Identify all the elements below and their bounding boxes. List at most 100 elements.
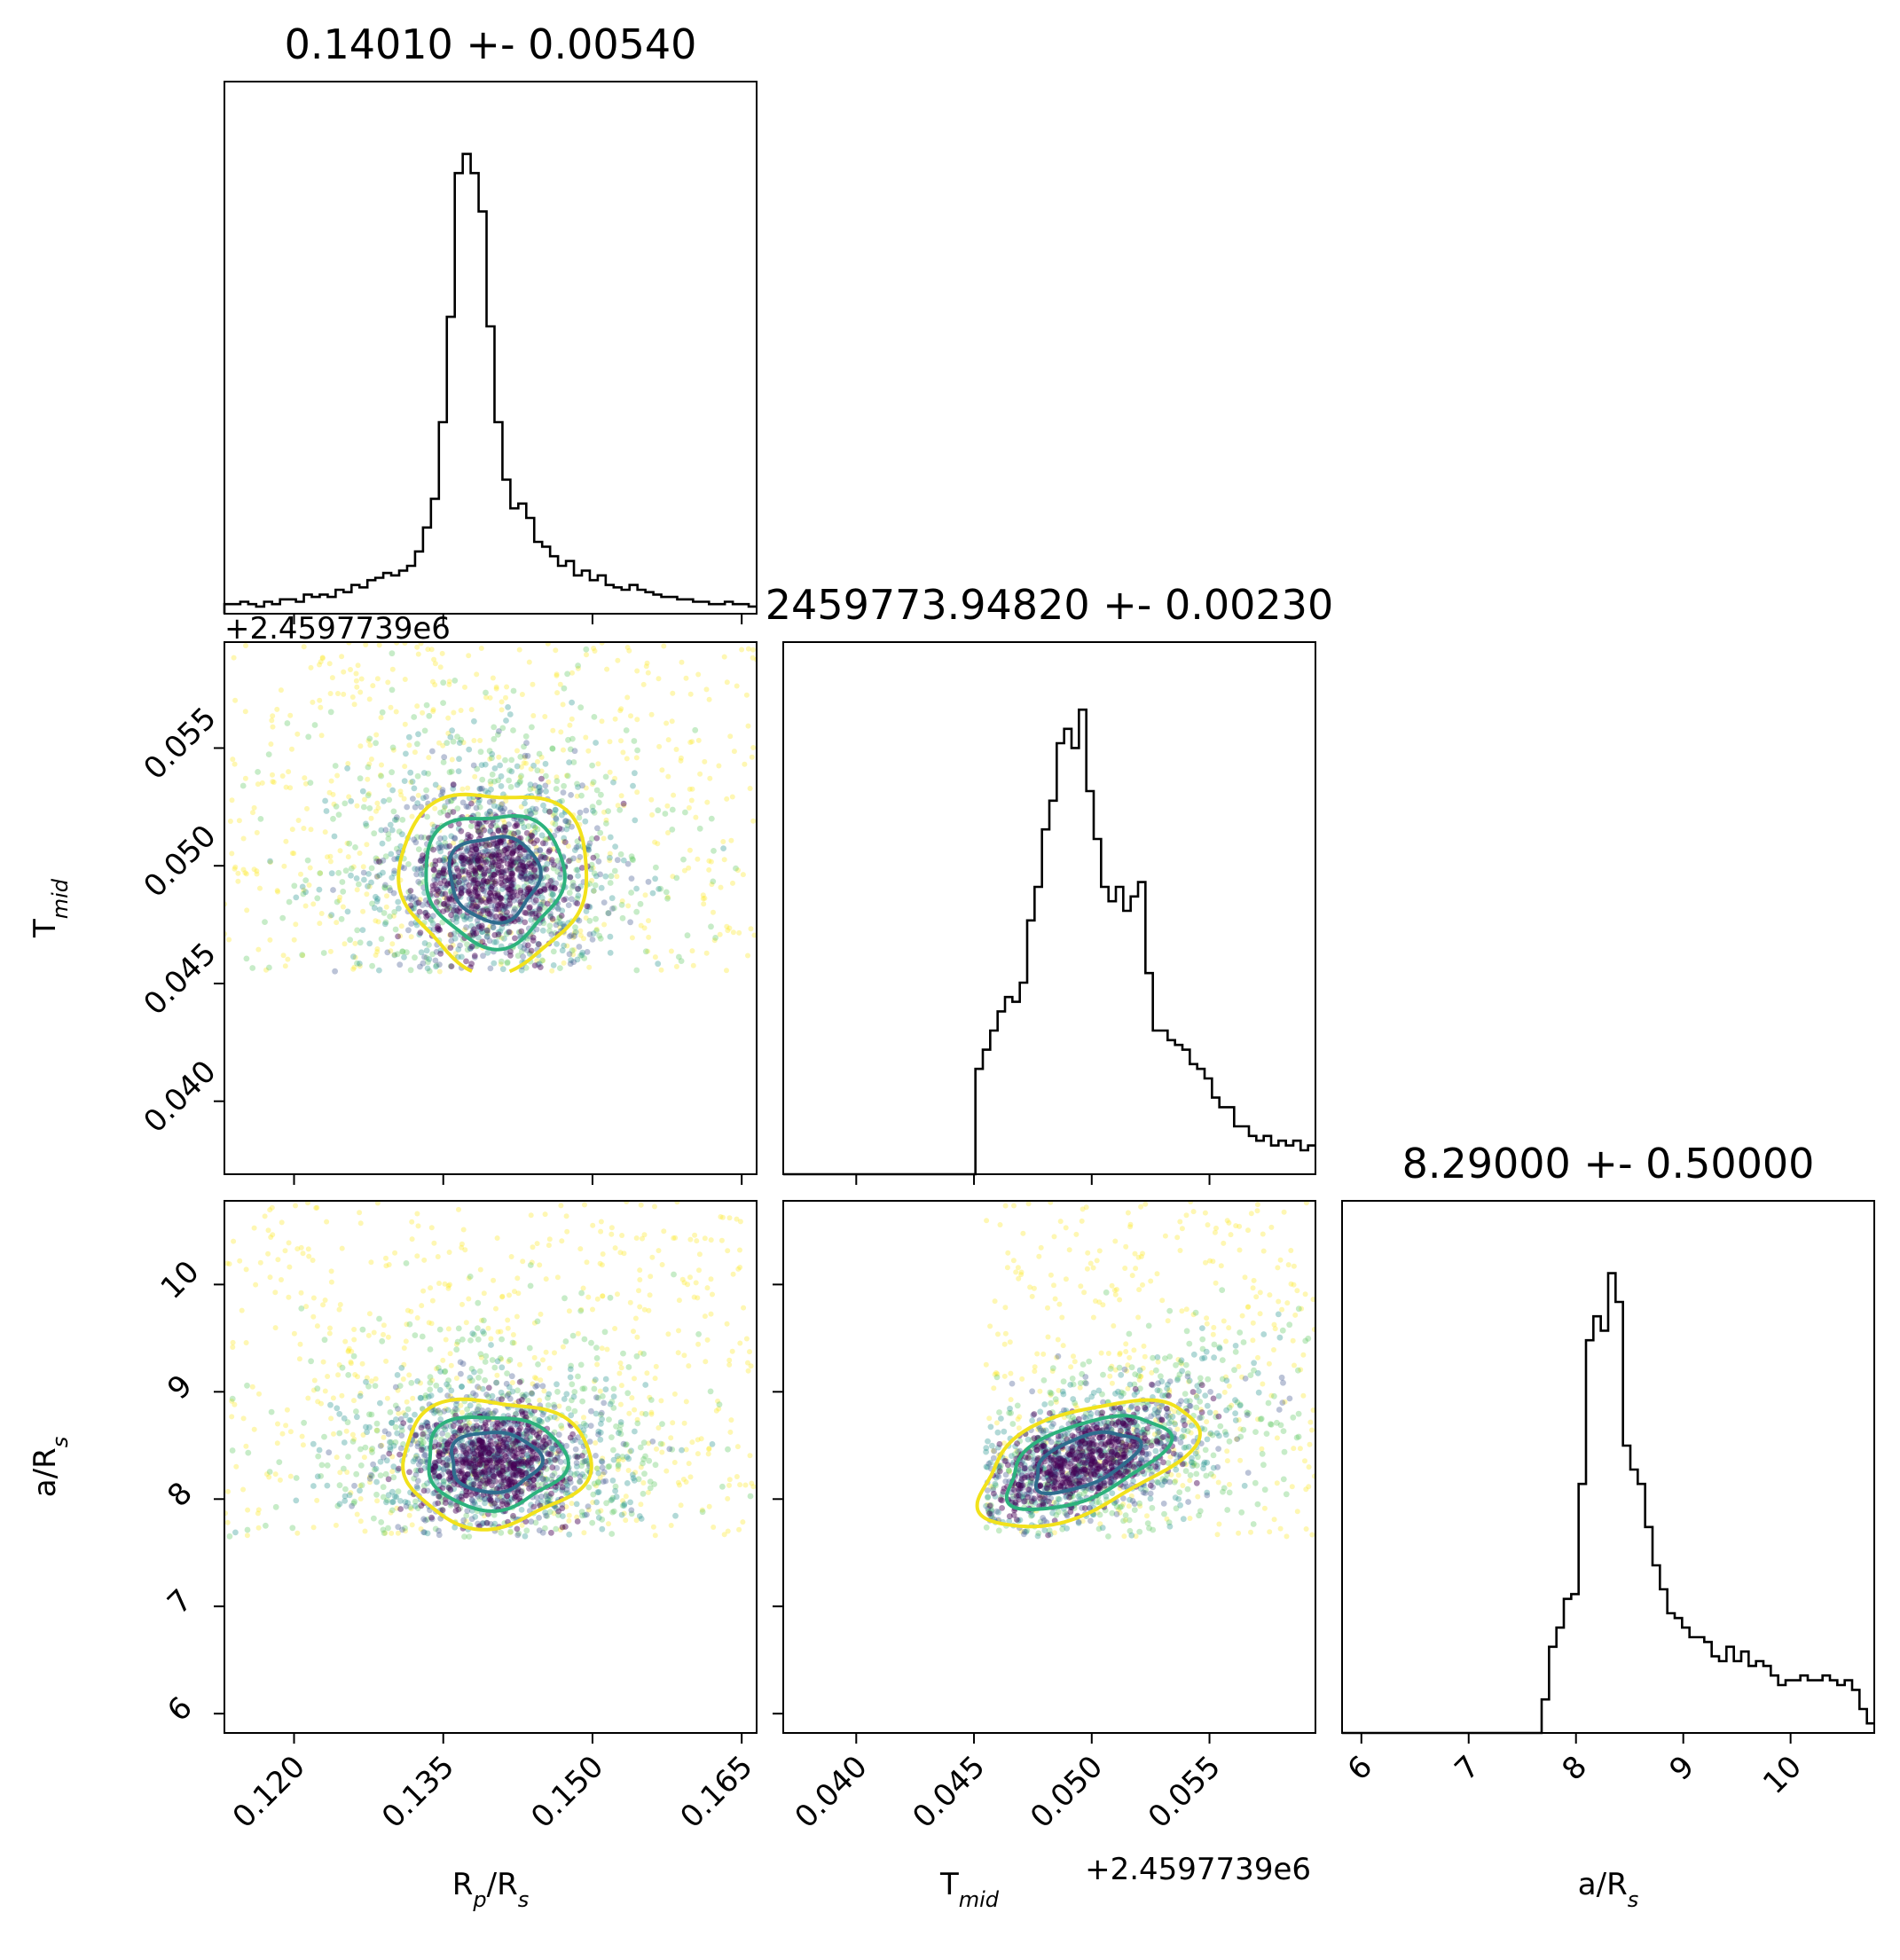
scatter-point [621, 1510, 627, 1517]
scatter-point [453, 1376, 459, 1381]
scatter-point [633, 1517, 640, 1524]
scatter-point [617, 1360, 624, 1366]
scatter-point [391, 952, 397, 958]
scatter-point [504, 1493, 511, 1499]
scatter-point [476, 1471, 483, 1478]
scatter-point [708, 858, 714, 865]
scatter-point [608, 1434, 615, 1440]
scatter-point [526, 1480, 532, 1487]
scatter-point [294, 731, 301, 737]
scatter-point [533, 1431, 540, 1439]
scatter-point [286, 898, 293, 906]
scatter-point [322, 1388, 328, 1394]
scatter-point [483, 1519, 490, 1526]
scatter-point [564, 1482, 571, 1489]
scatter-point [554, 1381, 560, 1388]
scatter-point [441, 865, 448, 871]
scatter-point [491, 841, 498, 847]
scatter-point [390, 747, 396, 753]
scatter-point [477, 1469, 484, 1476]
scatter-point [368, 865, 375, 872]
scatter-point [385, 835, 392, 842]
scatter-point [542, 1441, 549, 1448]
scatter-point [436, 927, 444, 933]
scatter-point [484, 1479, 491, 1486]
scatter-point [371, 1329, 377, 1336]
scatter-point [545, 882, 552, 889]
scatter-point [487, 884, 494, 890]
scatter-point [695, 1437, 701, 1443]
scatter-point [480, 878, 487, 884]
scatter-point [226, 1533, 233, 1540]
scatter-point [398, 1427, 405, 1434]
scatter-point [229, 1398, 235, 1404]
scatter-point [1036, 1253, 1042, 1259]
scatter-point [434, 886, 441, 893]
scatter-point [474, 765, 481, 772]
scatter-point [462, 1447, 468, 1454]
scatter-point [541, 885, 547, 892]
scatter-point [493, 1456, 499, 1463]
scatter-point [1255, 1354, 1260, 1360]
scatter-point [322, 1298, 328, 1303]
scatter-point [1302, 1458, 1307, 1464]
scatter-point [274, 888, 280, 894]
scatter-point [493, 894, 499, 901]
scatter-point [1109, 1363, 1115, 1369]
scatter-point [627, 1448, 633, 1454]
scatter-point [434, 876, 441, 883]
scatter-point [616, 1370, 623, 1376]
scatter-point [477, 832, 484, 838]
scatter-point [527, 874, 534, 881]
scatter-point [550, 962, 557, 968]
scatter-point [441, 1478, 447, 1486]
scatter-point [468, 960, 475, 968]
scatter-point [696, 825, 703, 832]
scatter-point [1291, 1282, 1297, 1288]
scatter-point [514, 859, 520, 866]
scatter-point [533, 848, 540, 854]
scatter-point [589, 1519, 596, 1526]
scatter-point [490, 859, 497, 866]
scatter-point [434, 1407, 440, 1414]
scatter-point [470, 899, 476, 906]
scatter-point [557, 1450, 564, 1457]
scatter-point [569, 1397, 575, 1404]
scatter-point [562, 1478, 569, 1485]
scatter-point [1151, 1431, 1158, 1438]
scatter-point [487, 1457, 494, 1464]
scatter-point [505, 1317, 511, 1323]
scatter-point [318, 1473, 325, 1479]
scatter-point [534, 826, 541, 833]
scatter-point [450, 786, 457, 792]
scatter-point [646, 1307, 652, 1313]
scatter-point [442, 890, 449, 898]
scatter-point [231, 1238, 237, 1244]
scatter-point [537, 788, 544, 794]
scatter-point [554, 1464, 561, 1471]
scatter-point [506, 1292, 512, 1298]
scatter-point [538, 1470, 544, 1476]
scatter-point [383, 1457, 390, 1464]
scatter-point [676, 1298, 682, 1304]
scatter-point [521, 1393, 527, 1400]
scatter-point [298, 1290, 304, 1296]
scatter-point [301, 826, 307, 831]
scatter-point [528, 1408, 535, 1415]
scatter-point [616, 807, 624, 813]
scatter-point [368, 1446, 374, 1453]
scatter-point [412, 1431, 420, 1438]
scatter-point [414, 1378, 421, 1384]
scatter-point [480, 852, 487, 859]
scatter-point [435, 845, 442, 851]
scatter-point [373, 1465, 380, 1472]
scatter-point [695, 856, 701, 862]
scatter-point [467, 823, 475, 829]
scatter-point [598, 1228, 604, 1235]
scatter-point [545, 1496, 552, 1503]
scatter-point [511, 859, 517, 866]
scatter-point [436, 1532, 443, 1539]
scatter-point [489, 858, 496, 866]
scatter-point [518, 869, 524, 876]
scatter-point [1093, 1298, 1098, 1304]
